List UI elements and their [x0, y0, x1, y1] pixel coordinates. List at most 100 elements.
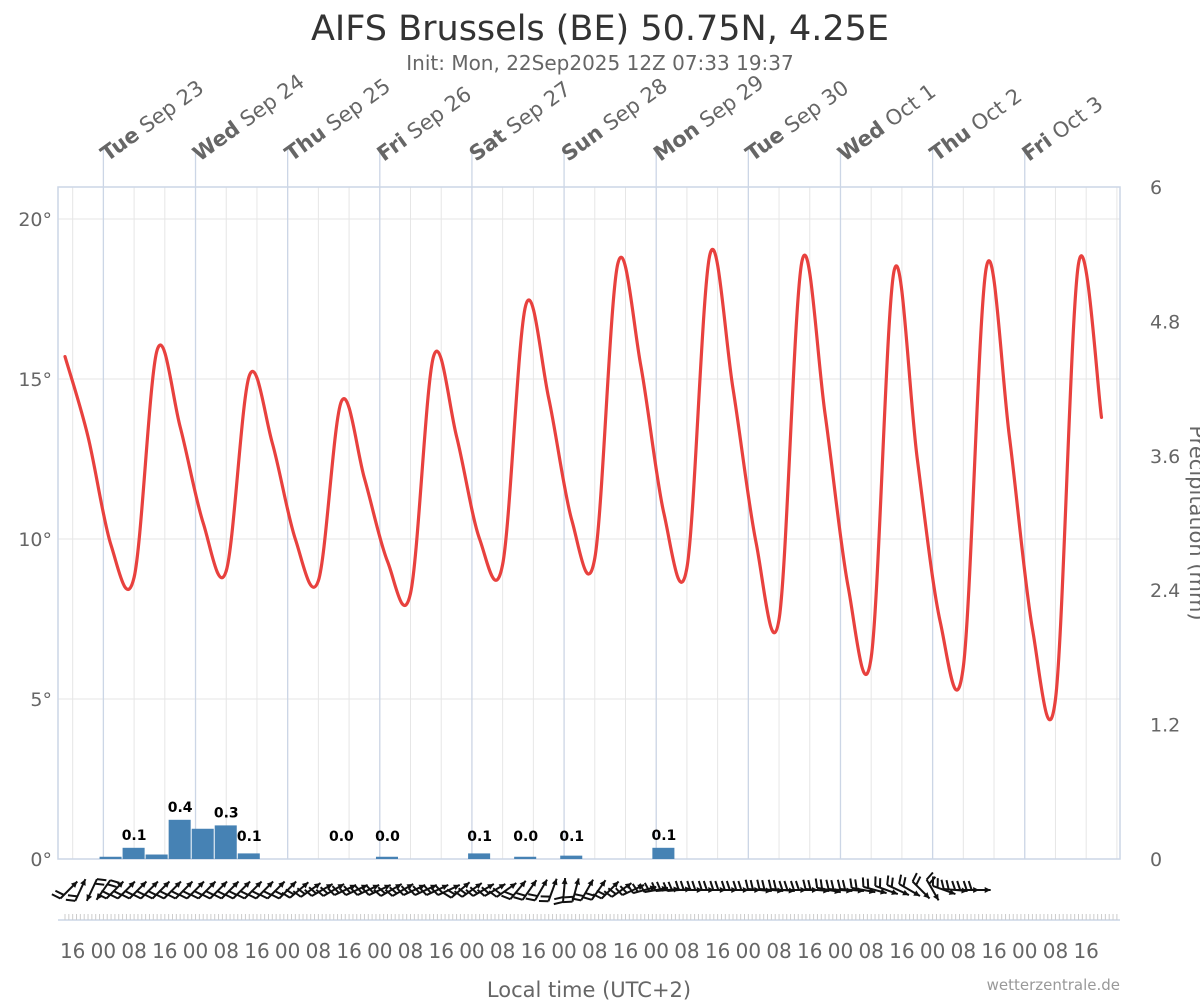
- wind-barb-tick: [212, 893, 223, 900]
- wind-barb-head: [266, 881, 274, 888]
- wind-barb-head: [151, 881, 158, 888]
- wind-barb: [396, 884, 426, 896]
- wind-barb-head: [349, 884, 357, 891]
- wind-barb-head: [984, 887, 991, 893]
- wind-barb-tick: [435, 885, 444, 894]
- wind-barb-tick: [94, 882, 105, 886]
- wind-barb-tick: [124, 889, 134, 896]
- x-hour-label: 00: [459, 939, 484, 963]
- wind-barb-head: [587, 879, 594, 887]
- wind-barb: [132, 880, 159, 900]
- y-right-tick-label: 4.8: [1150, 311, 1180, 333]
- wind-barb-head: [923, 892, 930, 899]
- wind-barb-head: [313, 883, 321, 890]
- wind-barb-tick: [446, 888, 456, 896]
- wind-barb-tick: [216, 889, 226, 896]
- wind-barb-tick: [615, 887, 624, 896]
- wind-barb-tick: [193, 889, 203, 896]
- x-hour-label: 08: [951, 939, 976, 963]
- wind-barb-tick: [331, 885, 340, 894]
- wind-barb-head: [128, 881, 135, 888]
- x-hour-label: 16: [244, 939, 269, 963]
- precip-label: 0.3: [214, 805, 239, 821]
- wind-barb-tick: [96, 878, 107, 882]
- day-label-date: Sep 25: [316, 74, 395, 140]
- wind-barb-tick: [338, 887, 347, 896]
- wind-barb-tick: [794, 880, 800, 891]
- x-axis-label: Local time (UTC+2): [487, 978, 691, 1000]
- wind-barb: [407, 884, 438, 896]
- wind-barb-tick: [789, 880, 795, 891]
- wind-barb-tick: [247, 893, 257, 900]
- x-hour-label: 00: [367, 939, 392, 963]
- wind-barb-head: [289, 881, 297, 888]
- wind-barb-tick: [911, 872, 918, 882]
- wind-barb-head: [441, 884, 449, 891]
- wind-barb-tick: [109, 879, 120, 884]
- wind-barb-tick: [109, 893, 119, 900]
- wind-barb-tick: [170, 889, 180, 896]
- wind-barb-tick: [596, 889, 606, 896]
- wind-barb: [143, 880, 171, 900]
- x-hour-label: 16: [705, 939, 730, 963]
- wind-barb-tick: [319, 886, 329, 895]
- wind-barb-head: [232, 881, 239, 888]
- wind-barb-tick: [866, 878, 870, 889]
- wind-barb-tick: [744, 879, 749, 890]
- wind-barb-tick: [51, 893, 61, 900]
- x-hour-label: 16: [981, 939, 1006, 963]
- day-label-date: Sep 23: [130, 76, 209, 142]
- day-label-date: Oct 1: [875, 79, 940, 135]
- wind-barb-tick: [836, 879, 842, 890]
- wind-barb-head: [197, 881, 205, 888]
- wind-barb-tick: [778, 880, 784, 891]
- x-hour-label: 00: [1012, 939, 1037, 963]
- wind-barb-head: [612, 881, 619, 888]
- wind-barb-tick: [465, 888, 474, 897]
- wind-barb-head: [301, 882, 309, 889]
- wind-barb-tick: [143, 893, 153, 900]
- wind-barb-tick: [453, 890, 463, 898]
- wind-barb-tick: [270, 893, 280, 900]
- precip-bar: [145, 854, 168, 859]
- wind-barb-tick: [504, 890, 514, 897]
- x-hour-label: 08: [858, 939, 883, 963]
- wind-barb: [281, 881, 310, 899]
- wind-barb-tick: [603, 890, 613, 898]
- wind-barb: [465, 883, 495, 897]
- wind-barb-tick: [350, 887, 359, 896]
- wind-barb-tick: [890, 877, 894, 888]
- wind-barb-tick: [956, 880, 962, 891]
- x-hour-label: 16: [428, 939, 453, 963]
- wind-barb-tick: [528, 893, 538, 898]
- day-label: Sat Sep 27: [465, 77, 575, 166]
- wind-barb-head: [395, 884, 402, 890]
- wind-barb-tick: [761, 879, 766, 890]
- x-hour-label: 16: [1073, 939, 1098, 963]
- wind-barb: [212, 880, 240, 900]
- wind-barb-head: [637, 884, 645, 891]
- wind-barb: [627, 883, 657, 895]
- wind-barb-tick: [239, 889, 249, 896]
- wind-barb-tick: [564, 895, 574, 899]
- precip-label: 0.1: [122, 828, 147, 844]
- y-axis-left: 0° 5° 10° 15° 20°: [18, 209, 52, 871]
- wind-barb-tick: [607, 887, 617, 895]
- wind-barb-tick: [691, 880, 697, 891]
- wind-barb-head: [70, 881, 78, 888]
- wind-barb-tick: [189, 893, 200, 900]
- wind-barb-tick: [442, 891, 452, 899]
- y-right-tick-label: 0: [1150, 849, 1162, 871]
- wind-barb-tick: [315, 888, 325, 897]
- wind-barb-head: [463, 882, 470, 889]
- wind-barbs: [51, 871, 991, 906]
- wind-barb-head: [519, 880, 526, 888]
- y-axis-right-label: Precipitation (mm): [1185, 425, 1200, 620]
- precip-label: 0.0: [513, 829, 538, 845]
- precip-bar: [99, 856, 122, 859]
- wind-barb-tick: [258, 893, 269, 900]
- wind-barb: [453, 882, 483, 898]
- precipitation-bars: [99, 819, 675, 859]
- wind-barb: [120, 880, 148, 900]
- wind-barb: [361, 884, 392, 896]
